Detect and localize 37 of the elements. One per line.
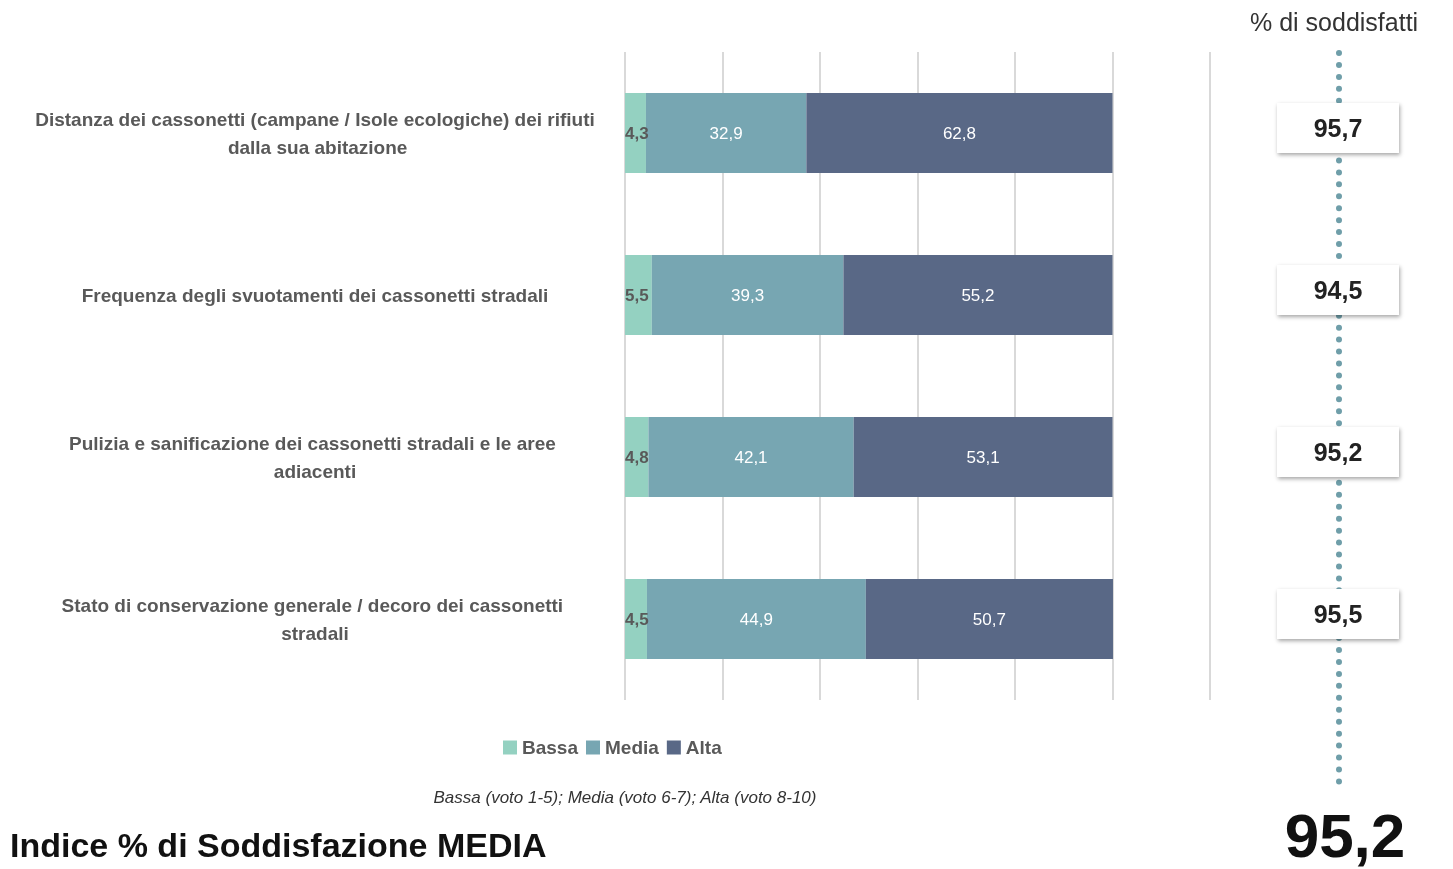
y-tick-label: Frequenza degli svuotamenti dei cassonetti stradali	[81, 284, 549, 306]
data-label: 4,5	[625, 609, 649, 629]
bar	[625, 255, 652, 335]
y-tick-label: Pulizia e sanificazione dei cassonetti stradali e le aree adiacenti	[68, 432, 562, 482]
data-label: 55,2	[961, 285, 995, 305]
legend-label: Bassa	[522, 737, 579, 758]
bar	[648, 417, 854, 497]
data-label: 32,9	[709, 123, 743, 143]
text: 95,7	[1277, 103, 1399, 153]
bar	[843, 255, 1113, 335]
bar	[625, 579, 647, 659]
data-label: 53,1	[966, 447, 1000, 467]
bar	[625, 93, 646, 173]
text: 95,2	[1283, 800, 1407, 869]
text: 94,5	[1277, 265, 1399, 315]
text: 95,5	[1277, 589, 1399, 639]
data-label: 42,1	[734, 447, 768, 467]
y-tick-label: Distanza dei cassonetti (campane / Isole ecologiche) dei rifiuti dalla sua abitazione	[35, 108, 595, 158]
data-label: 39,3	[731, 285, 765, 305]
bar	[651, 255, 844, 335]
data-label: 62,8	[942, 123, 976, 143]
bar	[853, 417, 1113, 497]
text: % di soddisfatti	[1250, 8, 1419, 37]
text: 95,2	[1277, 427, 1399, 477]
text: Bassa (voto 1-5); Media (voto 6-7); Alta (voto 8-10)	[432, 788, 818, 808]
legend-label: Alta	[685, 737, 723, 758]
data-label: 4,3	[625, 123, 649, 143]
bar	[865, 579, 1113, 659]
y-tick-label: Stato di conservazione generale / decoro dei cassonetti stradali	[61, 594, 569, 644]
data-label: 4,8	[625, 447, 649, 467]
text: Indice % di Soddisfazione MEDIA	[10, 826, 547, 865]
data-label: 44,9	[739, 609, 773, 629]
bar	[646, 579, 866, 659]
bar	[806, 93, 1113, 173]
data-label: 50,7	[972, 609, 1006, 629]
legend-label: Media	[604, 737, 660, 758]
data-label: 5,5	[625, 285, 649, 305]
